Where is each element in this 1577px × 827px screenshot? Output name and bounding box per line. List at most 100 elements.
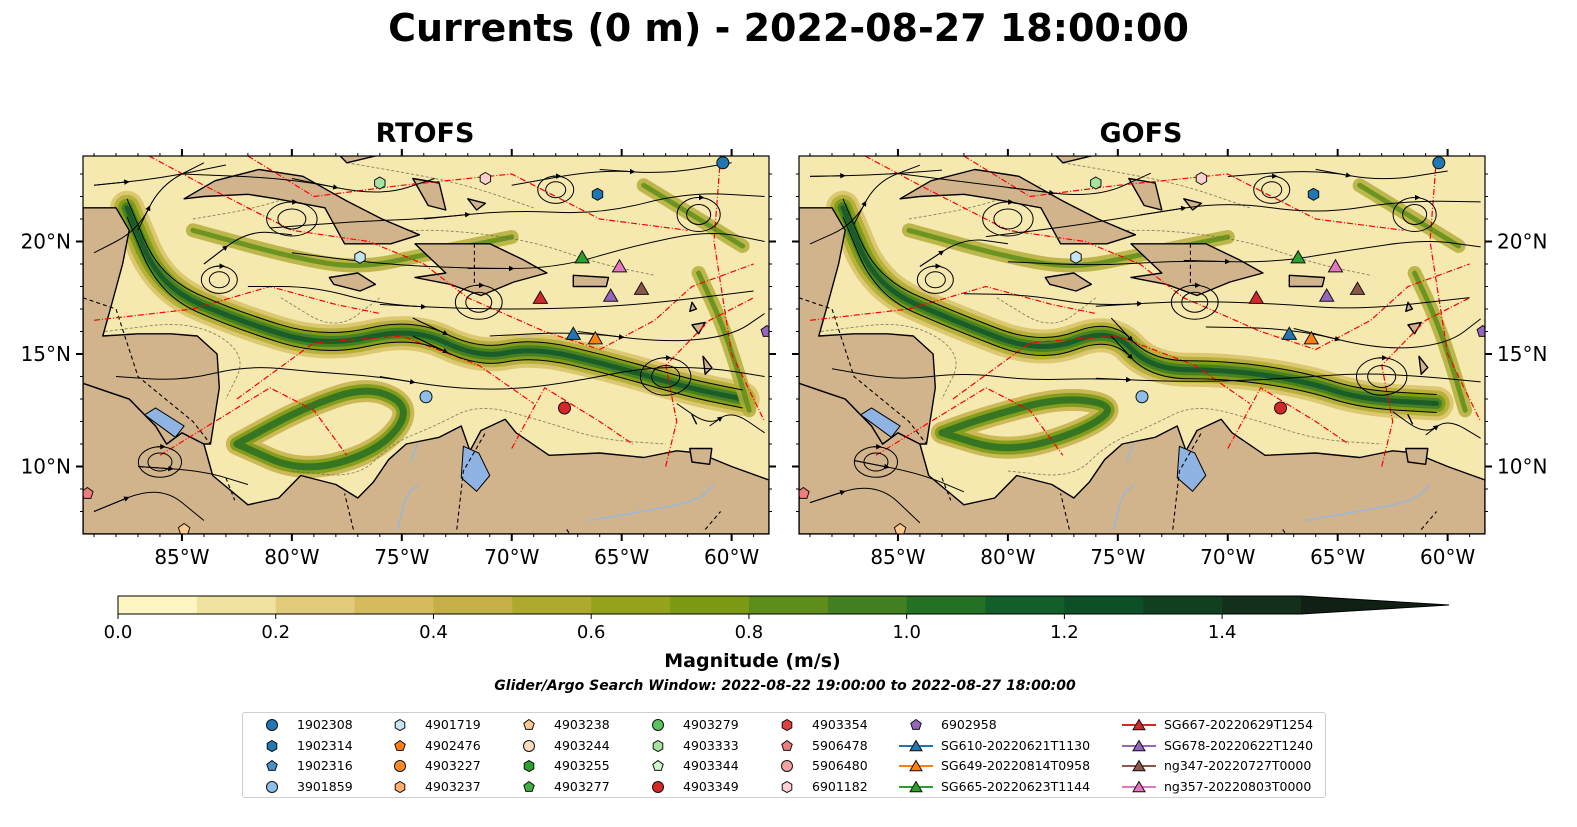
legend-label: 4903333: [683, 737, 739, 753]
colorbar-segment: [118, 596, 198, 614]
legend-marker-triangle-icon: [899, 739, 933, 751]
maps-canvas: 85°W 80°W 75°W 70°W 65°W 60°W 20°N 15°N 10°N 85°…: [21, 149, 1547, 569]
legend-marker: [523, 759, 535, 773]
streamline-arrow: [809, 490, 846, 504]
streamline-arrow: [1110, 317, 1133, 342]
legend-label: 4903227: [425, 758, 481, 773]
colorbar-segment: [1222, 596, 1302, 614]
streamline-arrow: [379, 376, 416, 385]
lon-tick-label: 85°W: [154, 545, 209, 569]
legend-label: 4903238: [554, 717, 610, 732]
streamline-arrow: [853, 460, 890, 470]
streamline-arrow: [93, 179, 130, 186]
platform-marker-SG649-20220814T0958: [1303, 330, 1320, 345]
streamline: [676, 403, 765, 434]
legend-marker: [652, 759, 664, 771]
streamline-arrow: [137, 465, 174, 472]
land: [1130, 243, 1264, 297]
legend-label: 1902316: [297, 758, 353, 773]
legend-label: SG610-20220621T1130: [941, 737, 1091, 753]
platform-marker-ng357-20220803T0000: [611, 258, 628, 273]
legend-marker: [1132, 739, 1146, 751]
legend-marker: [394, 760, 406, 772]
lon-tick-label: 60°W: [704, 545, 759, 569]
colorbar-segment: [670, 596, 750, 614]
map-frame: [82, 155, 770, 535]
streamline-arrow: [412, 335, 449, 354]
legend-label: 1902308: [297, 717, 353, 732]
eez-boundary: [864, 156, 1470, 351]
lat-tick-label: 10°N: [21, 455, 71, 479]
isobath: [291, 408, 666, 476]
platform-marker-6902958: [760, 324, 769, 337]
map-panel-rtofs: 85°W 80°W 75°W 70°W 65°W 60°W 20°N 15°N 10°N: [21, 149, 776, 569]
panel-title-rtofs: RTOFS: [375, 118, 475, 149]
streamline: [842, 198, 1437, 395]
legend-label: 6901182: [812, 778, 868, 794]
land: [572, 274, 610, 288]
legend-marker-hexagon-icon: [781, 780, 793, 793]
streamline: [93, 162, 205, 254]
legend: 1902308 1902314 1902316 3901859 4901719 49024…: [242, 712, 1326, 798]
legend-marker-pentagon-icon: [523, 780, 535, 792]
platform-marker-SG665-20220623T1144: [574, 249, 590, 264]
legend-marker: [652, 739, 664, 752]
lon-tick-label: 70°W: [1200, 545, 1255, 569]
platform-marker-1902308: [716, 156, 730, 170]
eddy-streamline: [465, 291, 493, 313]
legend-marker-hexagon-icon: [781, 718, 793, 732]
land: [328, 272, 377, 292]
map-frame: [798, 155, 1486, 535]
colorbar-tick-label: 0.6: [577, 622, 606, 642]
legend-marker: [652, 780, 664, 793]
streamline-arrow: [1007, 186, 1055, 196]
lon-tick-label: 80°W: [264, 545, 319, 569]
country-border: [1282, 529, 1287, 534]
eez-boundary: [247, 156, 688, 231]
secondary-jet-core: [190, 227, 515, 268]
legend-marker: [909, 780, 923, 792]
eez-boundary: [148, 156, 754, 351]
platform-marker-4903333: [1090, 176, 1102, 190]
country-border: [1060, 493, 1070, 530]
colorbar-tick-label: 0.2: [261, 622, 290, 642]
isobath: [280, 297, 381, 324]
legend-label: 4903277: [554, 778, 610, 794]
land: [339, 156, 377, 164]
land: [414, 243, 548, 297]
colorbar-label: Magnitude (m/s): [664, 650, 841, 672]
legend-label: 4901719: [425, 717, 481, 732]
eddy-streamline: [545, 181, 567, 199]
streamline-arrow: [1425, 425, 1439, 436]
platform-marker-4901719: [1070, 250, 1082, 264]
colorbar-tick-label: 0.8: [735, 622, 764, 642]
eddy-streamline: [1402, 204, 1428, 225]
lon-tick-label: 75°W: [374, 545, 429, 569]
legend-marker: [394, 718, 406, 732]
land: [183, 168, 421, 245]
legend-label: ng347-20220727T0000: [1164, 758, 1312, 773]
platform-marker-SG649-20220814T0958: [587, 330, 604, 345]
lon-tick-label: 75°W: [1090, 545, 1145, 569]
legend-marker: [1132, 780, 1146, 792]
streamline-arrow: [853, 200, 867, 225]
colorbar-segment: [906, 596, 987, 614]
eddy-band: [938, 396, 1111, 452]
streamline-arrow: [1293, 327, 1341, 342]
lat-tick-label: 15°N: [1497, 342, 1547, 366]
legend-marker: [266, 739, 278, 752]
streamline-arrow: [599, 168, 636, 175]
streamline-arrow: [379, 303, 427, 310]
colorbar-segment: [1143, 596, 1223, 614]
colorbar-segment: [1064, 596, 1144, 614]
legend-marker-hexagon-icon: [652, 739, 664, 752]
streamline-arrow: [1315, 168, 1352, 178]
legend-marker-pentagon-icon: [266, 759, 278, 771]
legend-label: 4903255: [554, 758, 610, 773]
legend-marker-triangle-icon: [1122, 780, 1156, 792]
platform-marker-1902314: [1307, 187, 1320, 201]
legend-marker: [652, 719, 664, 731]
isobath: [1106, 229, 1371, 276]
streamline-arrow: [1183, 258, 1231, 265]
platform-marker-SG665-20220623T1144: [1290, 249, 1306, 264]
